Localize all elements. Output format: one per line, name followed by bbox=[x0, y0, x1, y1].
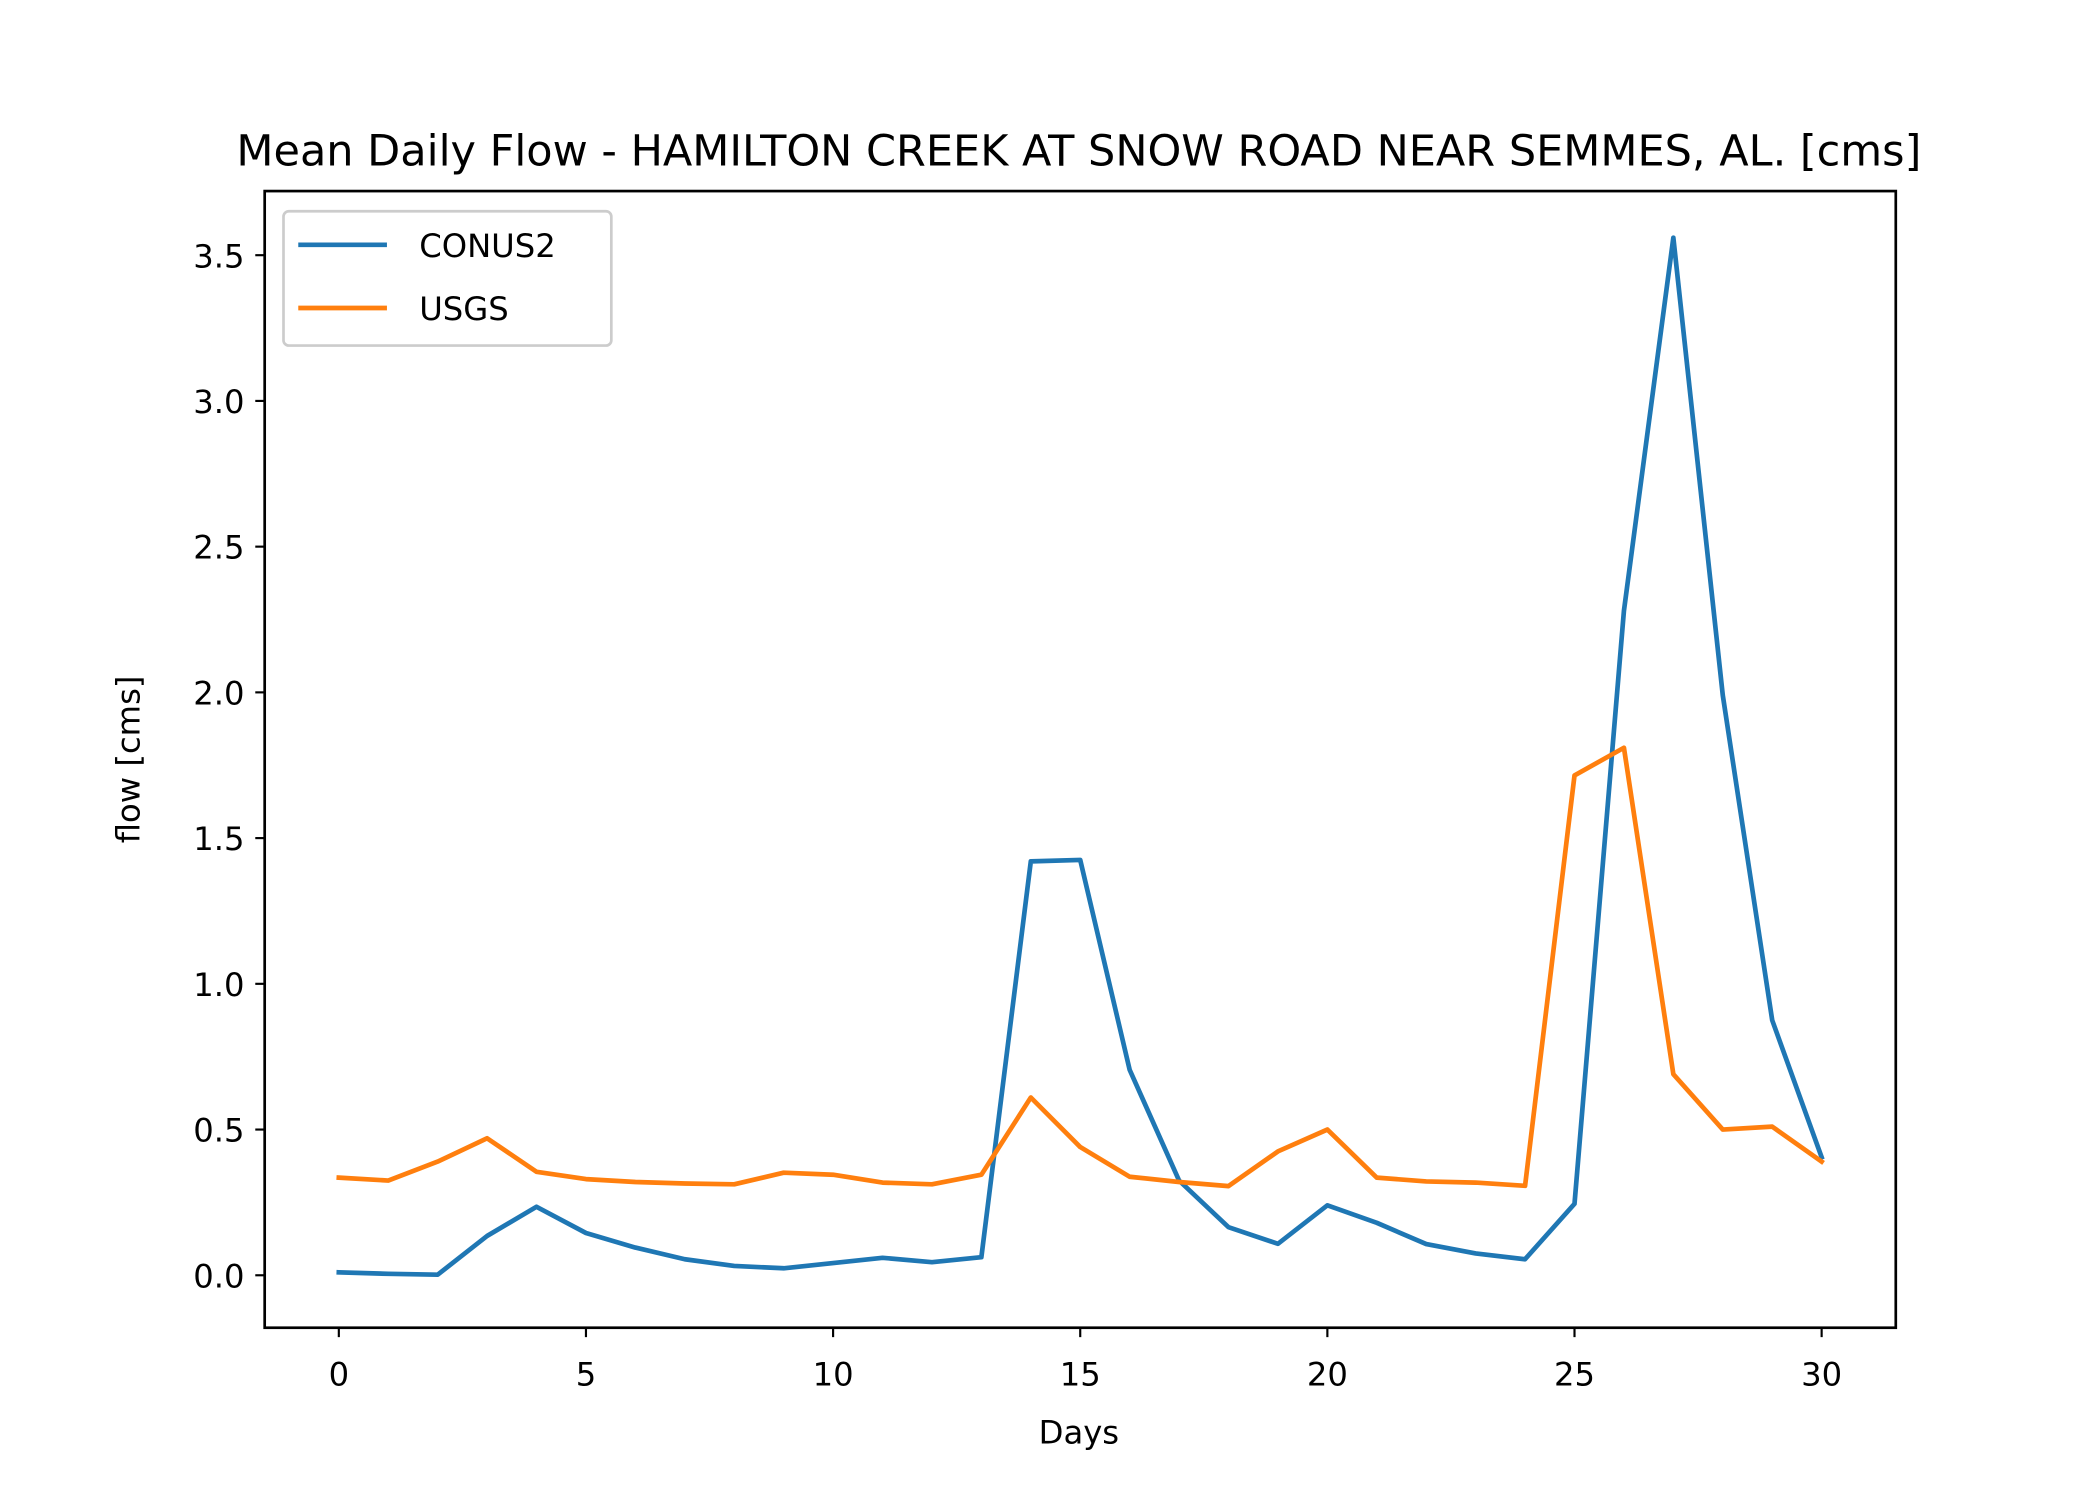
x-tick-label: 25 bbox=[1554, 1356, 1595, 1394]
legend-label-conus2: CONUS2 bbox=[419, 227, 556, 265]
series-line-usgs bbox=[336, 745, 1825, 1189]
x-tick-label: 20 bbox=[1307, 1356, 1348, 1394]
axes-frame bbox=[263, 189, 1898, 1330]
y-tick-label: 0.0 bbox=[193, 1257, 244, 1295]
chart-title: Mean Daily Flow - HAMILTON CREEK AT SNOW… bbox=[236, 127, 1921, 177]
x-tick-label: 0 bbox=[329, 1356, 350, 1394]
y-tick-label: 2.0 bbox=[193, 674, 244, 712]
y-tick-label: 1.0 bbox=[193, 966, 244, 1004]
x-tick-label: 15 bbox=[1060, 1356, 1101, 1394]
y-axis-label: flow [cms] bbox=[110, 676, 148, 844]
x-tick-label: 5 bbox=[576, 1356, 597, 1394]
y-tick-label: 1.5 bbox=[193, 820, 244, 858]
y-tick-label: 3.5 bbox=[193, 237, 244, 275]
y-tick-label: 2.5 bbox=[193, 529, 244, 567]
legend: CONUS2 USGS bbox=[282, 209, 613, 347]
x-tick-label: 30 bbox=[1801, 1356, 1842, 1394]
legend-label-usgs: USGS bbox=[419, 290, 509, 328]
y-tick-label: 0.5 bbox=[193, 1112, 244, 1150]
plot-area: 0 5 10 15 20 25 30 0.0 0.5 1.0 1.5 2.0 2.5 3.0 3.5 bbox=[193, 189, 1898, 1394]
x-tick-label: 10 bbox=[813, 1356, 854, 1394]
series-line-conus2 bbox=[336, 235, 1825, 1278]
x-axis-label: Days bbox=[1039, 1413, 1119, 1451]
y-tick-label: 3.0 bbox=[193, 383, 244, 421]
